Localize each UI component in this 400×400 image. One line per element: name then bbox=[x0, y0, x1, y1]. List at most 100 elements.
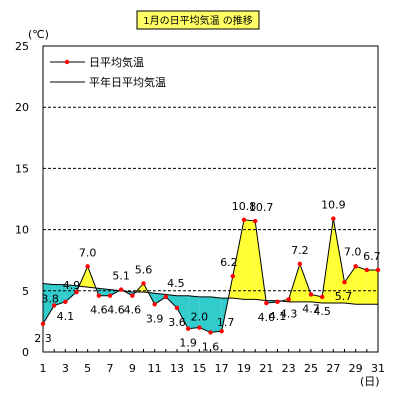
daily-temperature-point bbox=[308, 292, 314, 297]
data-label: 4.5 bbox=[167, 277, 185, 290]
daily-temperature-point bbox=[208, 330, 213, 335]
fill-below-normal bbox=[188, 295, 200, 329]
x-tick-label: 1 bbox=[40, 362, 47, 375]
y-tick-label: 5 bbox=[22, 285, 29, 298]
normal-temperature-line bbox=[42, 282, 378, 305]
daily-temperature-point bbox=[152, 302, 157, 307]
daily-temperature-point bbox=[297, 261, 303, 267]
legend-box bbox=[44, 53, 184, 93]
daily-temperature-point bbox=[185, 326, 191, 331]
x-tick-label: 17 bbox=[215, 362, 229, 375]
daily-temperature-point bbox=[364, 267, 370, 273]
data-label: 10.8 bbox=[232, 200, 257, 213]
data-label: 4.0 bbox=[258, 311, 276, 324]
x-tick-label: 3 bbox=[62, 362, 69, 375]
x-tick-label: 5 bbox=[84, 362, 91, 375]
fill-below-normal bbox=[54, 284, 66, 306]
daily-temperature-point bbox=[40, 321, 46, 327]
data-label: 4.6 bbox=[107, 304, 125, 317]
data-label: 6.2 bbox=[220, 256, 238, 269]
daily-temperature-point bbox=[130, 293, 135, 298]
daily-temperature-point bbox=[107, 293, 113, 298]
data-label: 3.9 bbox=[146, 312, 164, 325]
data-label: 1.9 bbox=[179, 337, 197, 350]
data-label: 4.9 bbox=[63, 279, 81, 292]
data-label: 5.6 bbox=[135, 263, 153, 276]
fill-above-normal bbox=[344, 266, 356, 305]
daily-temperature-point bbox=[230, 273, 236, 279]
daily-temperature-point bbox=[219, 328, 224, 334]
x-unit-label: (日) bbox=[360, 375, 380, 388]
data-label: 3.8 bbox=[41, 292, 59, 305]
x-tick-label: 13 bbox=[170, 362, 184, 375]
data-label: 7.0 bbox=[79, 246, 97, 259]
fill-above-normal bbox=[232, 219, 244, 300]
y-unit-label: (℃) bbox=[28, 28, 49, 41]
daily-temperature-point bbox=[275, 299, 280, 305]
fill-below-normal bbox=[210, 296, 222, 333]
x-tick-label: 31 bbox=[371, 362, 385, 375]
daily-temperature-point bbox=[252, 218, 258, 224]
daily-temperature-point bbox=[85, 264, 90, 269]
x-tick-label: 19 bbox=[237, 362, 251, 375]
data-label: 10.7 bbox=[249, 201, 274, 214]
data-label: 4.5 bbox=[313, 305, 331, 318]
x-tick-label: 11 bbox=[148, 362, 162, 375]
x-tick-label: 7 bbox=[107, 362, 114, 375]
data-label: 4.6 bbox=[124, 304, 142, 317]
data-labels: 2.33.84.14.97.04.6 4.65.14.65.63.94.53.61… bbox=[34, 199, 380, 354]
daily-temperature-point bbox=[118, 287, 124, 292]
series bbox=[40, 216, 381, 335]
daily-temperature-point bbox=[174, 305, 180, 311]
fill-above-normal bbox=[355, 266, 367, 305]
x-tick-label: 29 bbox=[349, 362, 363, 375]
data-label: 7.2 bbox=[291, 244, 309, 257]
x-tick-label: 9 bbox=[129, 362, 136, 375]
data-label: 2.0 bbox=[191, 311, 209, 324]
daily-temperature-point bbox=[74, 289, 79, 295]
x-tick-label: 15 bbox=[192, 362, 206, 375]
data-label: 3.6 bbox=[168, 316, 186, 329]
fill-below-normal bbox=[199, 296, 211, 333]
data-label: 2.3 bbox=[34, 332, 52, 345]
chart-title-box: 1月の日平均気温 の推移 bbox=[136, 10, 260, 30]
x-tick-label: 27 bbox=[326, 362, 340, 375]
legend-label-daily: 日平均気温 bbox=[89, 55, 144, 69]
daily-temperature-point bbox=[63, 299, 68, 305]
daily-temperature-point bbox=[353, 264, 358, 269]
y-tick-label: 15 bbox=[15, 162, 29, 175]
y-tick-label: 25 bbox=[15, 40, 29, 53]
data-label: 1.6 bbox=[202, 340, 220, 353]
fill-below-normal bbox=[98, 288, 110, 296]
fill-below-normal bbox=[65, 284, 77, 302]
data-label: 5.7 bbox=[335, 290, 353, 303]
data-label: 4.3 bbox=[280, 307, 298, 320]
grid-lines bbox=[43, 106, 378, 292]
legend: 日平均気温 平年日平均気温 bbox=[44, 53, 184, 93]
fill-above-normal bbox=[366, 269, 378, 305]
fill-above-normal bbox=[244, 219, 256, 300]
y-tick-label: 10 bbox=[15, 224, 29, 237]
x-tick-label: 21 bbox=[259, 362, 273, 375]
daily-temperature-point bbox=[241, 217, 247, 223]
y-tick-label: 0 bbox=[22, 346, 29, 359]
daily-temperature-point bbox=[197, 325, 202, 330]
daily-temperature-point bbox=[141, 281, 146, 286]
data-label: 4.6 bbox=[90, 304, 108, 317]
y-tick-label: 20 bbox=[15, 101, 29, 114]
data-label: 6.7 bbox=[363, 250, 381, 263]
data-label: 7.0 bbox=[344, 245, 362, 258]
data-label: 4.1 bbox=[57, 310, 75, 323]
data-label: 5.1 bbox=[112, 270, 130, 283]
legend-swatch-daily-marker bbox=[64, 59, 70, 65]
fill-above-normal bbox=[333, 218, 345, 304]
fill-below-normal bbox=[43, 283, 55, 324]
legend-label-normal: 平年日平均気温 bbox=[89, 75, 166, 89]
data-label: 10.9 bbox=[321, 199, 346, 212]
daily-temperature-point bbox=[163, 294, 169, 300]
x-tick-label: 25 bbox=[304, 362, 318, 375]
fill-below-normal bbox=[154, 293, 166, 305]
daily-temperature-point bbox=[51, 303, 57, 308]
title-box bbox=[136, 10, 260, 30]
